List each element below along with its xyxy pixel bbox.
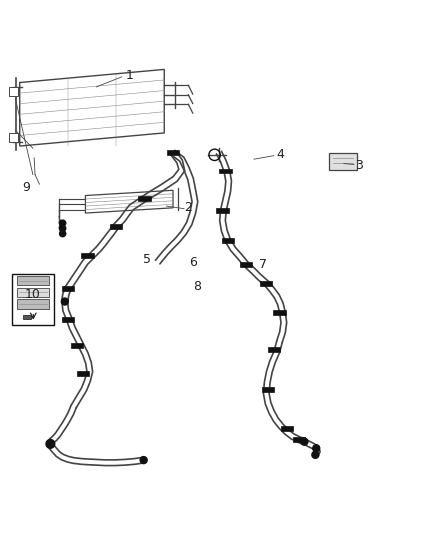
Text: 5: 5 <box>143 253 151 266</box>
Bar <box>110 224 122 229</box>
Bar <box>9 87 18 96</box>
Text: 3: 3 <box>355 159 363 172</box>
Bar <box>62 286 74 291</box>
Circle shape <box>60 220 66 226</box>
Bar <box>216 208 229 213</box>
Text: 10: 10 <box>25 288 41 302</box>
Text: 4: 4 <box>276 148 284 161</box>
Bar <box>222 238 234 243</box>
Bar <box>81 253 94 258</box>
Text: 2: 2 <box>184 201 192 214</box>
Text: 6: 6 <box>189 256 197 269</box>
Bar <box>328 154 357 170</box>
Polygon shape <box>20 69 164 146</box>
Circle shape <box>60 231 66 237</box>
Circle shape <box>313 445 320 452</box>
Bar <box>17 287 49 297</box>
Bar <box>12 274 54 325</box>
Circle shape <box>46 440 55 448</box>
Bar <box>138 196 151 201</box>
Circle shape <box>140 457 147 464</box>
Circle shape <box>60 225 66 231</box>
Bar <box>62 317 74 321</box>
Bar <box>71 343 83 348</box>
Circle shape <box>312 451 319 458</box>
Bar <box>240 262 252 266</box>
Bar <box>77 372 89 376</box>
Bar <box>9 133 18 142</box>
Circle shape <box>61 298 68 305</box>
Bar <box>167 150 179 155</box>
Bar <box>17 276 49 285</box>
Text: 1: 1 <box>125 69 133 83</box>
Bar <box>273 310 286 315</box>
Polygon shape <box>85 190 173 213</box>
Bar <box>17 300 49 309</box>
Bar <box>23 315 31 319</box>
Bar <box>293 437 305 442</box>
Bar <box>260 281 272 286</box>
Bar <box>262 386 274 392</box>
Text: 9: 9 <box>22 181 30 194</box>
Bar <box>268 348 280 352</box>
Bar <box>281 426 293 431</box>
Bar <box>219 168 232 173</box>
Circle shape <box>301 438 308 445</box>
Text: 7: 7 <box>259 258 267 271</box>
Text: 8: 8 <box>193 280 201 293</box>
